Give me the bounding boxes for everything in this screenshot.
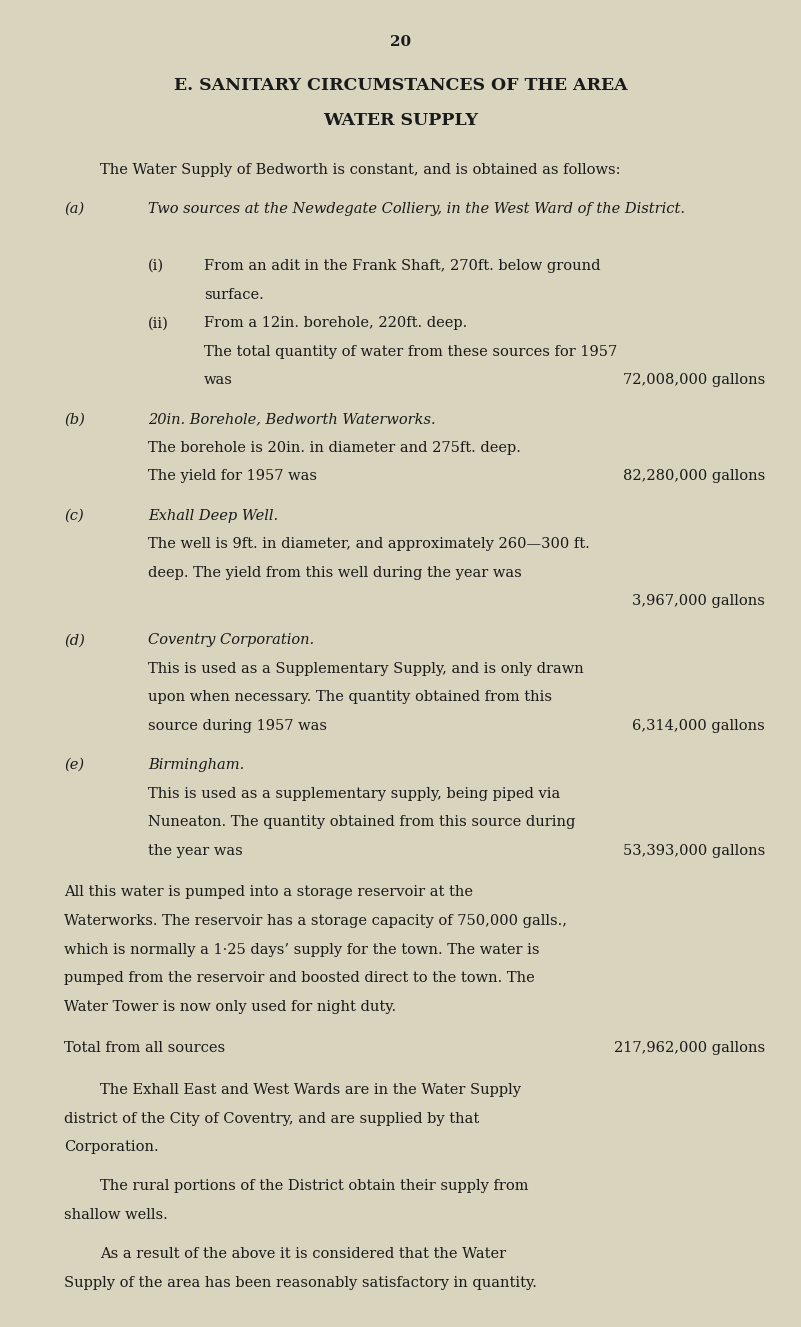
Text: This is used as a supplementary supply, being piped via: This is used as a supplementary supply, …	[148, 787, 561, 800]
Text: was: was	[204, 373, 233, 387]
Text: (a): (a)	[64, 202, 84, 216]
Text: Two sources at the Newdegate Colliery, in the West Ward of the District.: Two sources at the Newdegate Colliery, i…	[148, 202, 685, 216]
Text: district of the City of Coventry, and are supplied by that: district of the City of Coventry, and ar…	[64, 1112, 479, 1125]
Text: 82,280,000 gallons: 82,280,000 gallons	[622, 470, 765, 483]
Text: Exhall Deep Well.: Exhall Deep Well.	[148, 508, 278, 523]
Text: 72,008,000 gallons: 72,008,000 gallons	[622, 373, 765, 387]
Text: The borehole is 20in. in diameter and 275ft. deep.: The borehole is 20in. in diameter and 27…	[148, 441, 521, 455]
Text: shallow wells.: shallow wells.	[64, 1208, 168, 1222]
Text: Birmingham.: Birmingham.	[148, 758, 244, 772]
Text: Waterworks. The reservoir has a storage capacity of 750,000 galls.,: Waterworks. The reservoir has a storage …	[64, 914, 567, 928]
Text: (c): (c)	[64, 508, 84, 523]
Text: Total from all sources: Total from all sources	[64, 1042, 225, 1055]
Text: pumped from the reservoir and boosted direct to the town. The: pumped from the reservoir and boosted di…	[64, 971, 535, 985]
Text: Corporation.: Corporation.	[64, 1140, 159, 1154]
Text: Coventry Corporation.: Coventry Corporation.	[148, 633, 314, 648]
Text: (ii): (ii)	[148, 316, 169, 330]
Text: Water Tower is now only used for night duty.: Water Tower is now only used for night d…	[64, 999, 396, 1014]
Text: As a result of the above it is considered that the Water: As a result of the above it is considere…	[100, 1247, 506, 1261]
Text: source during 1957 was: source during 1957 was	[148, 719, 327, 733]
Text: upon when necessary. The quantity obtained from this: upon when necessary. The quantity obtain…	[148, 690, 552, 705]
Text: 53,393,000 gallons: 53,393,000 gallons	[622, 844, 765, 857]
Text: From an adit in the Frank Shaft, 270ft. below ground: From an adit in the Frank Shaft, 270ft. …	[204, 259, 601, 273]
Text: which is normally a 1·25 days’ supply for the town. The water is: which is normally a 1·25 days’ supply fo…	[64, 942, 540, 957]
Text: 20: 20	[390, 35, 411, 49]
Text: Nuneaton. The quantity obtained from this source during: Nuneaton. The quantity obtained from thi…	[148, 815, 576, 829]
Text: From a 12in. borehole, 220ft. deep.: From a 12in. borehole, 220ft. deep.	[204, 316, 468, 330]
Text: deep. The yield from this well during the year was: deep. The yield from this well during th…	[148, 565, 522, 580]
Text: E. SANITARY CIRCUMSTANCES OF THE AREA: E. SANITARY CIRCUMSTANCES OF THE AREA	[174, 77, 627, 94]
Text: The rural portions of the District obtain their supply from: The rural portions of the District obtai…	[100, 1180, 529, 1193]
Text: Supply of the area has been reasonably satisfactory in quantity.: Supply of the area has been reasonably s…	[64, 1275, 537, 1290]
Text: 6,314,000 gallons: 6,314,000 gallons	[632, 719, 765, 733]
Text: (i): (i)	[148, 259, 164, 273]
Text: surface.: surface.	[204, 288, 264, 301]
Text: The Exhall East and West Wards are in the Water Supply: The Exhall East and West Wards are in th…	[100, 1083, 521, 1097]
Text: the year was: the year was	[148, 844, 243, 857]
Text: WATER SUPPLY: WATER SUPPLY	[323, 111, 478, 129]
Text: All this water is pumped into a storage reservoir at the: All this water is pumped into a storage …	[64, 885, 473, 900]
Text: The yield for 1957 was: The yield for 1957 was	[148, 470, 317, 483]
Text: 20in. Borehole, Bedworth Waterworks.: 20in. Borehole, Bedworth Waterworks.	[148, 413, 436, 426]
Text: The well is 9ft. in diameter, and approximately 260—300 ft.: The well is 9ft. in diameter, and approx…	[148, 537, 590, 551]
Text: (e): (e)	[64, 758, 84, 772]
Text: 3,967,000 gallons: 3,967,000 gallons	[632, 594, 765, 608]
Text: The Water Supply of Bedworth is constant, and is obtained as follows:: The Water Supply of Bedworth is constant…	[100, 163, 621, 176]
Text: (d): (d)	[64, 633, 85, 648]
Text: (b): (b)	[64, 413, 85, 426]
Text: 217,962,000 gallons: 217,962,000 gallons	[614, 1042, 765, 1055]
Text: The total quantity of water from these sources for 1957: The total quantity of water from these s…	[204, 345, 618, 358]
Text: This is used as a Supplementary Supply, and is only drawn: This is used as a Supplementary Supply, …	[148, 662, 584, 675]
